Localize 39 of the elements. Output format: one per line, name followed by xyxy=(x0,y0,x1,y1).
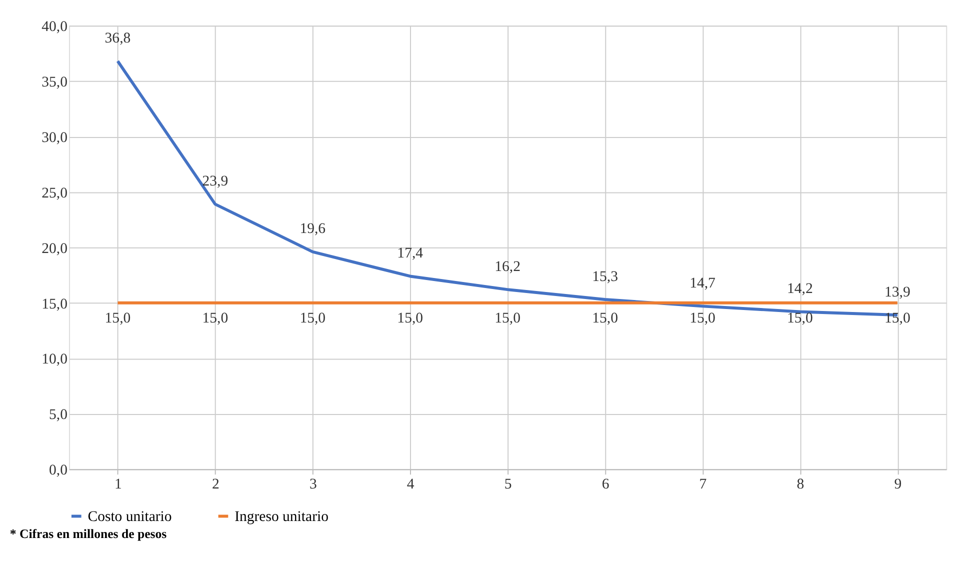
data-label: 15,0 xyxy=(397,310,424,327)
data-label: 14,2 xyxy=(787,280,813,297)
data-label: 15,0 xyxy=(884,310,910,327)
y-tick-label: 35,0 xyxy=(42,74,68,91)
y-tick-label: 20,0 xyxy=(42,240,68,257)
x-tick-label: 2 xyxy=(212,476,220,492)
data-label: 15,0 xyxy=(690,310,716,327)
x-tick-label: 4 xyxy=(406,476,415,492)
data-label: 15,0 xyxy=(494,310,520,327)
data-label: 15,3 xyxy=(592,268,618,285)
legend-label: Costo unitario xyxy=(88,509,172,526)
y-tick-label: 30,0 xyxy=(42,130,68,146)
data-label: 15,0 xyxy=(300,310,326,327)
y-tick-label: 5,0 xyxy=(49,407,68,424)
data-label: 15,0 xyxy=(104,310,131,327)
y-tick-label: 25,0 xyxy=(42,185,68,202)
y-tick-label: 15,0 xyxy=(42,296,68,312)
data-label: 17,4 xyxy=(397,246,424,262)
data-label: 14,7 xyxy=(690,275,716,292)
data-label: 16,2 xyxy=(494,258,520,275)
data-label: 13,9 xyxy=(884,284,910,300)
data-label: 19,6 xyxy=(300,221,326,238)
text: * Cifras en millones de pesos xyxy=(10,527,167,542)
x-tick-label: 5 xyxy=(504,476,512,492)
y-tick-label: 40,0 xyxy=(42,19,68,36)
data-label: 15,0 xyxy=(202,310,228,327)
data-label: 15,0 xyxy=(787,310,813,327)
x-tick-label: 8 xyxy=(796,476,804,492)
x-tick-label: 7 xyxy=(699,476,707,492)
x-tick-label: 3 xyxy=(309,476,317,492)
x-tick-label: 1 xyxy=(114,476,122,492)
data-label: 36,8 xyxy=(104,30,131,46)
x-tick-label: 9 xyxy=(894,476,902,492)
x-tick-label: 6 xyxy=(602,476,610,492)
y-tick-label: 0,0 xyxy=(49,462,68,479)
y-tick-label: 10,0 xyxy=(42,352,68,368)
legend-label: Ingreso unitario xyxy=(234,509,328,526)
data-label: 23,9 xyxy=(202,173,228,190)
data-label: 15,0 xyxy=(592,310,618,327)
